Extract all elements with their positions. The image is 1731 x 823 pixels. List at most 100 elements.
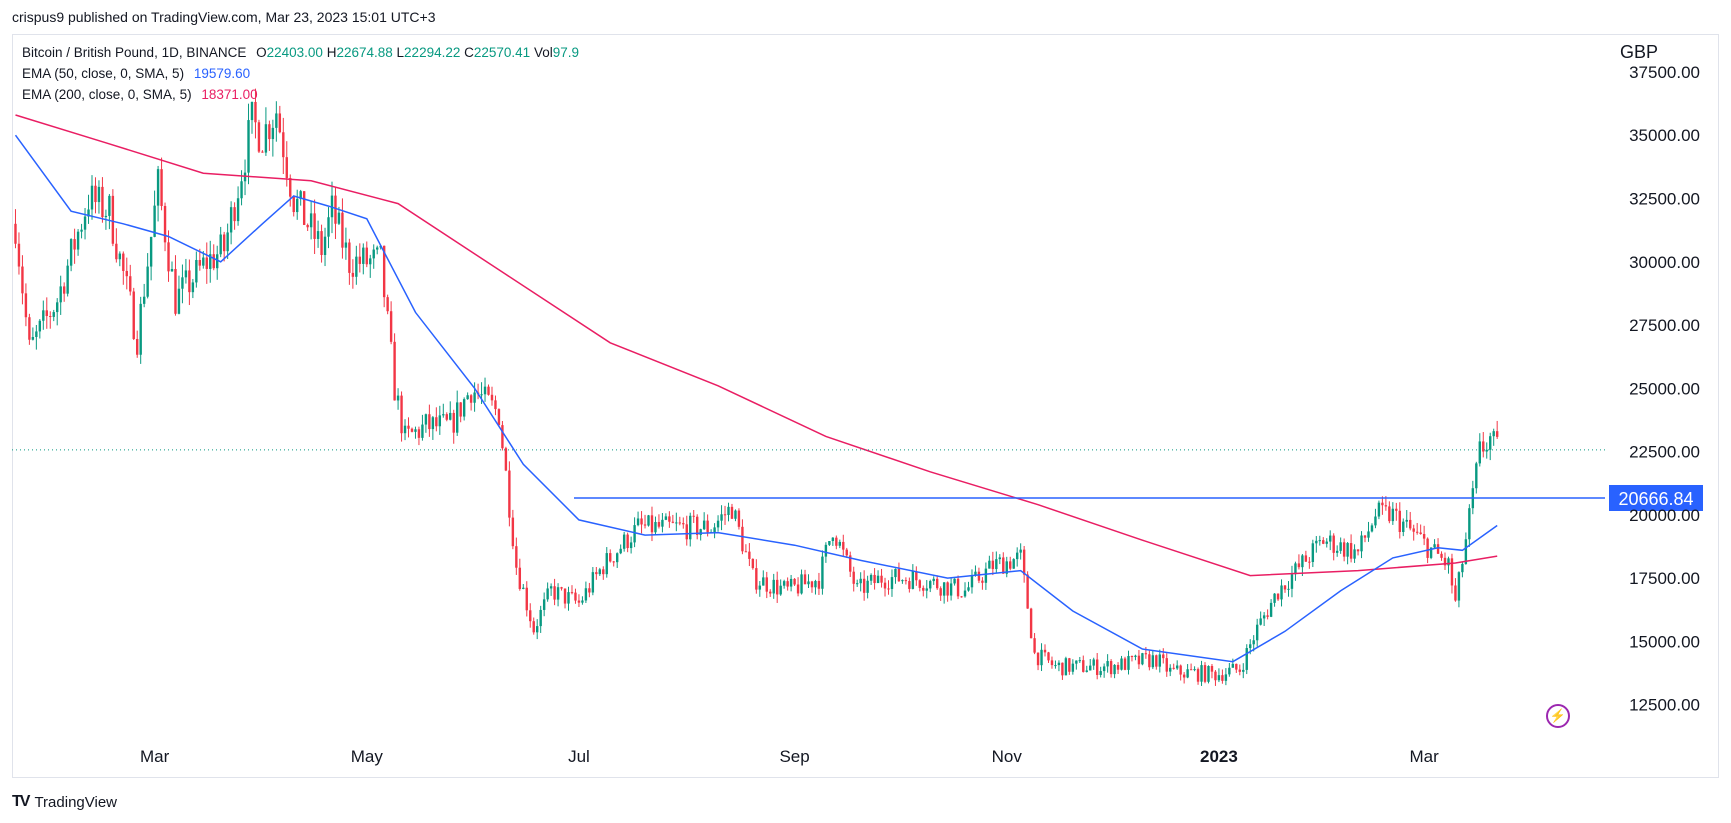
candle-body [1057,662,1061,666]
candle-body [205,257,208,269]
candle-body [438,415,442,427]
candle-body [1078,660,1081,662]
support-line-label-bg [1609,484,1703,511]
candle-body [612,561,615,563]
candle-body [1189,669,1193,671]
candle-body [807,581,810,585]
candle-body [59,286,62,303]
candle-body [389,311,393,342]
ema50-label: EMA (50, close, 0, SMA, 5) [22,66,185,81]
candle-body [1019,549,1022,553]
candle-body [560,587,563,589]
candle-body [988,560,991,569]
candle-body [163,205,167,243]
candle-body [1412,528,1415,532]
close-label: C [464,45,474,60]
candle-body [1349,543,1353,559]
candle-body [1409,519,1412,529]
candle-body [956,578,960,597]
candle-body [1363,535,1367,538]
candle-body [536,626,539,633]
candle-body [254,101,257,123]
candle-body [991,560,995,570]
y-tick-label: 32500.00 [1629,190,1700,209]
candle-body [755,568,758,590]
candle-body [751,558,755,569]
published-line: crispus9 published on TradingView.com, M… [12,9,436,25]
candle-body [316,231,320,239]
candle-body [1395,508,1398,511]
candle-body [1433,544,1436,548]
candle-body [744,551,748,553]
candle-body [654,522,657,533]
candle-body [35,331,38,337]
vol-value: 97.9 [552,45,580,60]
x-tick-label: 2023 [1200,747,1238,766]
candle-body [1033,638,1036,653]
candle-body [824,544,828,557]
candle-body [981,580,984,583]
candle-body [772,579,775,594]
candle-body [1002,557,1005,574]
candle-body [602,569,605,575]
candle-body [289,177,292,197]
candle-body [1280,585,1283,600]
candle-body [734,510,737,519]
candle-body [876,575,880,584]
candle-body [647,515,650,526]
candle-body [859,578,862,584]
candle-body [1214,671,1217,681]
candle-body [97,186,101,203]
y-tick-label: 37500.00 [1629,63,1700,82]
candle-body [62,286,66,294]
candle-body [1325,541,1328,544]
candle-body [1203,665,1207,682]
candle-body [487,386,490,395]
candle-body [650,515,654,533]
candle-body [1415,531,1419,533]
candle-body [153,205,156,237]
candle-body [188,270,191,293]
candle-body [845,549,848,556]
candle-body [643,524,647,526]
candle-body [421,424,424,438]
candle-body [1120,658,1123,670]
candle-body [396,395,400,401]
candle-body [977,571,981,581]
candle-body [692,515,695,517]
candle-body [1495,431,1499,437]
candle-body [1287,588,1290,590]
candle-body [762,577,765,586]
x-tick-label: May [351,747,384,766]
candle-body [1335,550,1339,553]
candle-body [94,185,97,203]
candle-body [1022,549,1026,575]
candle-body [424,414,428,425]
candle-body [852,571,855,584]
ema50-value: 19579.60 [193,66,251,81]
candle-body [577,600,581,603]
candle-body [222,234,226,252]
candle-body [782,581,786,586]
candle-body [56,302,59,313]
candle-body [953,578,956,584]
candle-body [939,588,942,596]
candle-body [268,124,271,140]
candle-body [31,336,35,340]
candle-body [668,516,671,522]
candle-body [1005,561,1008,574]
candle-body [122,253,125,271]
x-tick-label: Mar [140,747,170,766]
candle-body [1475,463,1478,489]
candle-body [330,195,334,218]
candle-body [970,575,974,588]
candle-body [1071,663,1075,672]
y-tick-label: 27500.00 [1629,316,1700,335]
candle-body [1193,669,1196,671]
candle-body [160,169,163,206]
lightning-icon[interactable]: ⚡ [1546,704,1570,728]
candle-body [932,578,935,582]
candle-body [1252,640,1255,645]
candle-body [111,195,115,244]
